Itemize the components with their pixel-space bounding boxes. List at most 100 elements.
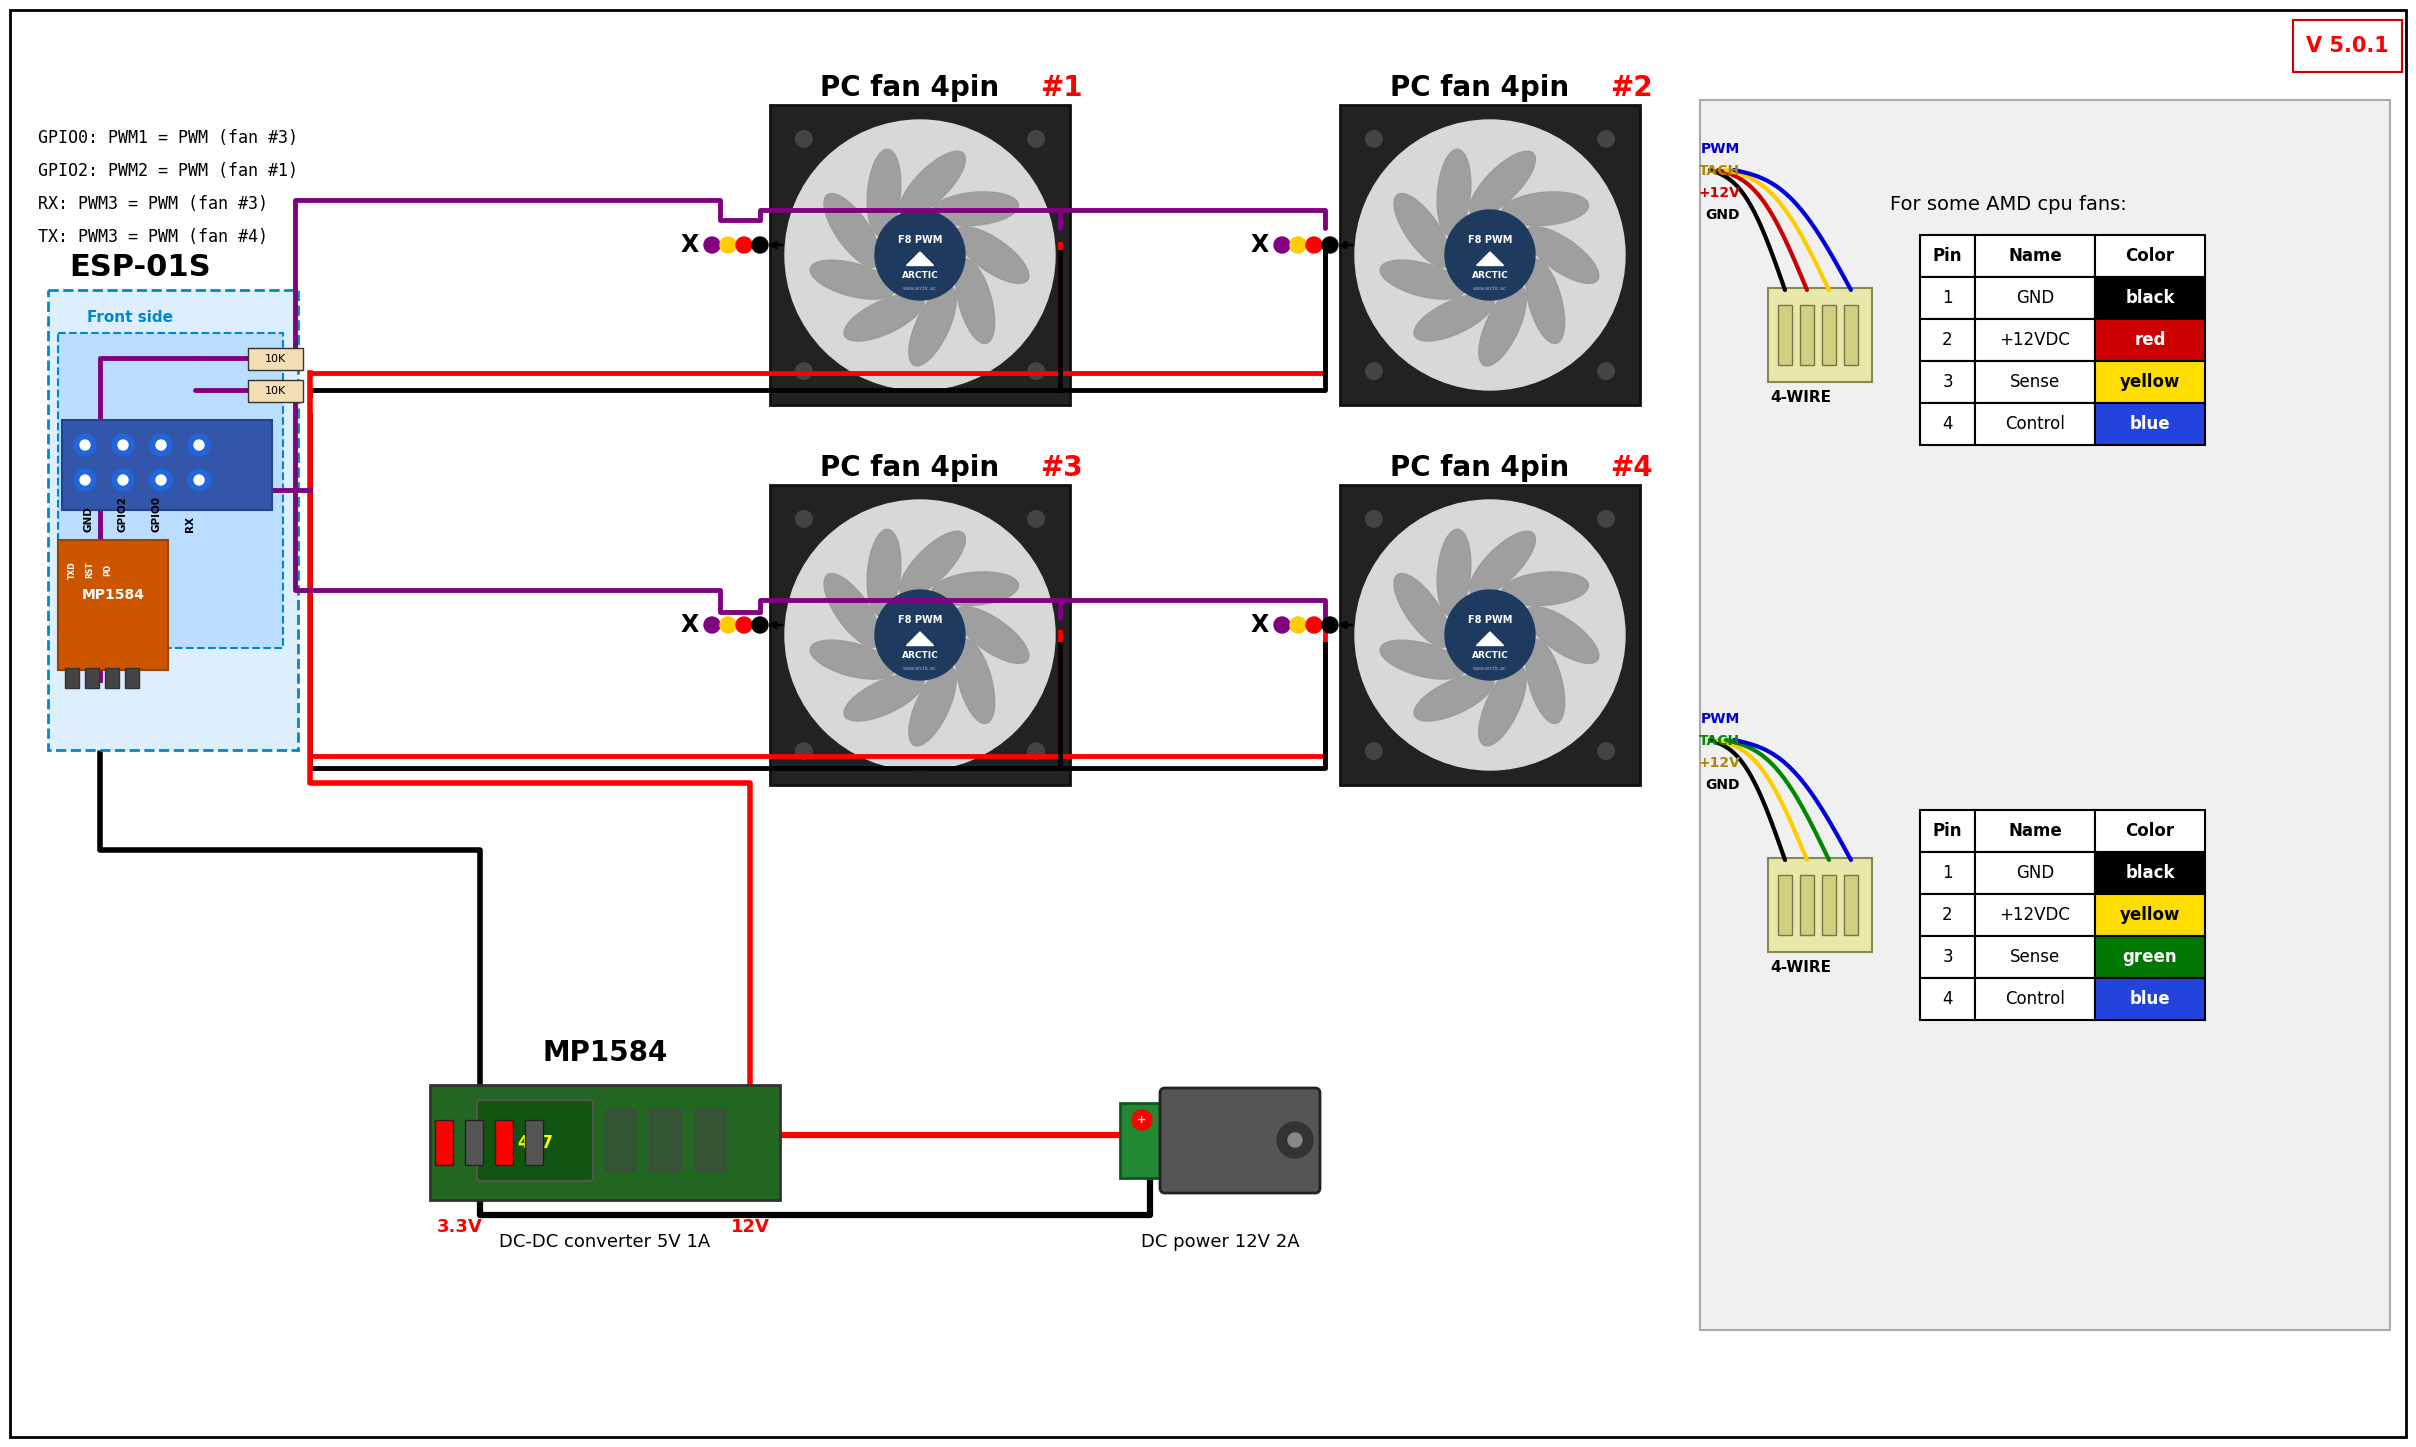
Ellipse shape [1380, 640, 1464, 679]
Polygon shape [906, 632, 933, 645]
FancyBboxPatch shape [2293, 20, 2402, 72]
Ellipse shape [954, 606, 1029, 663]
Circle shape [1597, 130, 1614, 148]
Ellipse shape [1524, 259, 1566, 343]
Text: 10K: 10K [263, 386, 285, 396]
Text: Control: Control [2005, 990, 2066, 1009]
Text: #1: #1 [1039, 74, 1082, 101]
Circle shape [111, 469, 133, 491]
Text: 2: 2 [1942, 331, 1952, 349]
Text: PC fan 4pin: PC fan 4pin [819, 74, 1010, 101]
FancyBboxPatch shape [650, 1110, 679, 1171]
Text: Name: Name [2008, 247, 2061, 265]
Text: GND: GND [2015, 289, 2054, 307]
Circle shape [1322, 616, 1338, 632]
Text: #4: #4 [1609, 454, 1653, 482]
Circle shape [1278, 1121, 1312, 1158]
FancyBboxPatch shape [524, 1120, 544, 1165]
FancyBboxPatch shape [1121, 1103, 1165, 1178]
Polygon shape [906, 252, 933, 265]
FancyBboxPatch shape [604, 1110, 635, 1171]
Circle shape [111, 434, 133, 456]
FancyBboxPatch shape [1974, 978, 2095, 1020]
Text: X: X [681, 614, 698, 637]
Text: +12V: +12V [1698, 755, 1740, 770]
FancyBboxPatch shape [1160, 1088, 1319, 1192]
Circle shape [1322, 237, 1338, 253]
FancyBboxPatch shape [1341, 106, 1640, 405]
Text: 3: 3 [1942, 948, 1952, 967]
FancyBboxPatch shape [63, 420, 273, 509]
Ellipse shape [1503, 192, 1587, 226]
Text: 4R7: 4R7 [517, 1134, 553, 1152]
Ellipse shape [954, 227, 1029, 284]
Ellipse shape [867, 530, 901, 616]
Text: DC-DC converter 5V 1A: DC-DC converter 5V 1A [500, 1233, 710, 1252]
Text: Pin: Pin [1933, 822, 1962, 841]
FancyBboxPatch shape [1822, 305, 1836, 365]
FancyBboxPatch shape [1921, 360, 1974, 404]
Circle shape [150, 469, 172, 491]
Ellipse shape [809, 640, 894, 679]
Circle shape [795, 130, 812, 148]
Circle shape [795, 742, 812, 760]
Text: +12V: +12V [1698, 187, 1740, 200]
Ellipse shape [809, 260, 894, 300]
Ellipse shape [899, 150, 966, 217]
FancyBboxPatch shape [1921, 894, 1974, 936]
FancyBboxPatch shape [2095, 810, 2206, 852]
Ellipse shape [1469, 531, 1537, 598]
Ellipse shape [1394, 194, 1450, 268]
Text: GPIO0: GPIO0 [150, 496, 162, 532]
Ellipse shape [1413, 294, 1493, 341]
Circle shape [150, 434, 172, 456]
Circle shape [188, 469, 210, 491]
Circle shape [1355, 120, 1626, 391]
FancyBboxPatch shape [2095, 978, 2206, 1020]
Text: F8 PWM: F8 PWM [899, 615, 942, 625]
Circle shape [703, 237, 720, 253]
Ellipse shape [1450, 227, 1529, 284]
FancyBboxPatch shape [1341, 485, 1640, 786]
Text: Sense: Sense [2010, 373, 2061, 391]
Text: black: black [2126, 289, 2174, 307]
FancyBboxPatch shape [1843, 305, 1858, 365]
Text: RX: RX [186, 517, 196, 532]
FancyBboxPatch shape [2095, 318, 2206, 360]
FancyBboxPatch shape [1974, 318, 2095, 360]
FancyBboxPatch shape [1921, 276, 1974, 318]
Text: GPIO2: GPIO2 [116, 496, 128, 532]
FancyBboxPatch shape [696, 1110, 725, 1171]
FancyBboxPatch shape [2095, 894, 2206, 936]
Text: V 5.0.1: V 5.0.1 [2305, 36, 2389, 56]
Text: yellow: yellow [2119, 906, 2179, 925]
Ellipse shape [1469, 150, 1537, 217]
Circle shape [751, 616, 768, 632]
Text: TXD: TXD [68, 561, 77, 579]
Text: Color: Color [2126, 247, 2174, 265]
Circle shape [785, 501, 1056, 770]
Text: ESP-01S: ESP-01S [70, 253, 210, 282]
FancyBboxPatch shape [1800, 305, 1814, 365]
FancyBboxPatch shape [1974, 894, 2095, 936]
FancyBboxPatch shape [1778, 875, 1793, 935]
Circle shape [1597, 363, 1614, 379]
Text: ARCTIC: ARCTIC [1471, 272, 1508, 281]
FancyBboxPatch shape [2095, 404, 2206, 446]
Text: F8 PWM: F8 PWM [899, 234, 942, 245]
Text: 3.3V: 3.3V [437, 1218, 483, 1236]
Circle shape [1365, 742, 1382, 760]
FancyBboxPatch shape [58, 540, 169, 670]
Text: GPIO0: PWM1 = PWM (fan #3): GPIO0: PWM1 = PWM (fan #3) [39, 129, 297, 148]
Circle shape [1355, 501, 1626, 770]
Circle shape [157, 475, 167, 485]
Polygon shape [1476, 632, 1503, 645]
FancyBboxPatch shape [1769, 858, 1872, 952]
FancyBboxPatch shape [249, 347, 302, 370]
Text: PC fan 4pin: PC fan 4pin [1389, 74, 1578, 101]
Text: MP1584: MP1584 [541, 1039, 667, 1066]
FancyBboxPatch shape [771, 485, 1070, 786]
Text: +12VDC: +12VDC [2000, 906, 2071, 925]
Text: GPIO2: PWM2 = PWM (fan #1): GPIO2: PWM2 = PWM (fan #1) [39, 162, 297, 179]
FancyBboxPatch shape [2095, 852, 2206, 894]
